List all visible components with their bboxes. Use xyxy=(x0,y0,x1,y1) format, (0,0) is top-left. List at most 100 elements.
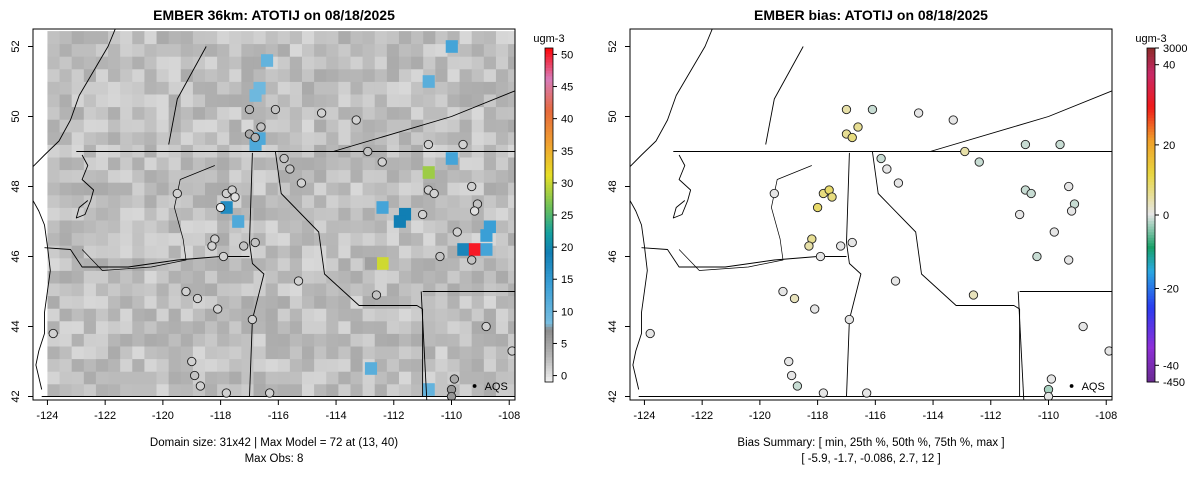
heatmap-cell xyxy=(314,194,327,208)
colorbar-segment xyxy=(545,48,553,52)
heatmap-cell xyxy=(314,245,327,259)
station-marker xyxy=(841,104,852,115)
heatmap-cell xyxy=(108,31,121,45)
colorbar-segment xyxy=(1147,323,1155,327)
heatmap-cell xyxy=(277,106,291,120)
heatmap-cell xyxy=(47,31,60,45)
heatmap-cell xyxy=(95,144,109,158)
heatmap-cell xyxy=(386,157,400,171)
colorbar-segment xyxy=(1147,265,1155,269)
heatmap-cell xyxy=(289,220,303,234)
colorbar-tick-label: -40 xyxy=(1163,360,1179,372)
colorbar-segment xyxy=(1147,125,1155,130)
heatmap-cell xyxy=(168,169,182,183)
heatmap-cell xyxy=(411,308,424,322)
heatmap-cell xyxy=(386,106,400,120)
heatmap-cell xyxy=(508,131,515,145)
heatmap-cell xyxy=(47,169,60,183)
heatmap-cell xyxy=(362,383,376,397)
heatmap-cell xyxy=(217,346,230,360)
heatmap-cell xyxy=(120,81,133,95)
heatmap-cell xyxy=(386,371,400,385)
heatmap-cell xyxy=(326,119,339,133)
heatmap-cell xyxy=(495,194,509,208)
heatmap-cell xyxy=(180,43,194,57)
heatmap-cell xyxy=(301,169,315,183)
heatmap-cell xyxy=(217,270,230,284)
heatmap-cell xyxy=(398,106,412,120)
heatmap-cell xyxy=(47,220,60,234)
heatmap-cell xyxy=(459,106,473,120)
heatmap-cell xyxy=(471,31,485,45)
heatmap-cell xyxy=(132,220,145,234)
heatmap-cell xyxy=(362,220,376,234)
colorbar-segment xyxy=(1147,356,1155,361)
colorbar-segment xyxy=(545,356,553,361)
station-marker xyxy=(247,314,258,325)
heatmap-cell xyxy=(192,106,206,120)
heatmap-cell xyxy=(95,31,109,45)
coastline-north xyxy=(630,29,713,168)
heatmap-cell xyxy=(168,232,182,246)
heatmap-cell xyxy=(205,43,218,57)
heatmap-cell xyxy=(423,346,436,360)
heatmap-cell xyxy=(47,68,60,82)
heatmap-cell xyxy=(374,131,388,145)
heatmap-cell xyxy=(108,257,121,271)
heatmap-cell xyxy=(301,232,315,246)
heatmap-cell xyxy=(229,371,242,385)
heatmap-cell xyxy=(205,207,218,221)
heatmap-cell xyxy=(508,371,515,385)
heatmap-cell xyxy=(362,94,376,108)
heatmap-cell xyxy=(459,31,473,45)
heatmap-grid xyxy=(47,31,515,397)
heatmap-cell xyxy=(508,81,515,95)
heatmap-cell xyxy=(120,333,133,347)
heatmap-cell xyxy=(95,169,109,183)
station-marker xyxy=(769,188,779,199)
heatmap-cell xyxy=(59,94,73,108)
heatmap-cell xyxy=(192,346,206,360)
heatmap-cell xyxy=(229,169,242,183)
heatmap-cell xyxy=(483,119,497,133)
heatmap-cell xyxy=(83,346,97,360)
heatmap-cell xyxy=(471,106,485,120)
heatmap-cell xyxy=(253,333,267,347)
heatmap-cell xyxy=(168,31,182,45)
station-marker xyxy=(827,192,837,202)
heatmap-cell xyxy=(180,270,194,284)
footer-line-1: Bias Summary: [ min, 25th %, 50th %, 75t… xyxy=(737,437,1004,449)
heatmap-cell xyxy=(47,270,60,284)
heatmap-cell xyxy=(229,56,242,70)
heatmap-cell xyxy=(132,383,145,397)
heatmap-cell xyxy=(362,308,376,322)
heatmap-cell xyxy=(156,194,170,208)
heatmap-cell xyxy=(144,358,157,372)
station-marker xyxy=(207,241,217,251)
heatmap-cell xyxy=(192,144,206,158)
heatmap-cell xyxy=(168,119,182,133)
heatmap-cell xyxy=(47,232,60,246)
heatmap-cell xyxy=(495,31,509,45)
colorbar-segment xyxy=(1147,70,1155,74)
heatmap-cell xyxy=(386,358,400,372)
heatmap-cell xyxy=(289,56,303,70)
heatmap-cell xyxy=(277,169,291,183)
heatmap-cell xyxy=(483,169,497,183)
heatmap-cell xyxy=(217,371,230,385)
heatmap-cell xyxy=(483,31,497,45)
heatmap-cell xyxy=(192,207,206,221)
heatmap-cell xyxy=(350,94,364,108)
heatmap-cell xyxy=(326,358,339,372)
columbia-river xyxy=(81,165,215,271)
heatmap-cell xyxy=(83,383,97,397)
heatmap-cell xyxy=(168,270,182,284)
station-marker xyxy=(1043,391,1054,400)
heatmap-cell xyxy=(253,31,267,45)
heatmap-cell xyxy=(180,232,194,246)
heatmap-cell xyxy=(471,43,485,57)
heatmap-cell xyxy=(447,346,460,360)
heatmap-cell xyxy=(471,333,485,347)
heatmap-cell xyxy=(83,320,97,334)
station-marker xyxy=(296,178,307,188)
